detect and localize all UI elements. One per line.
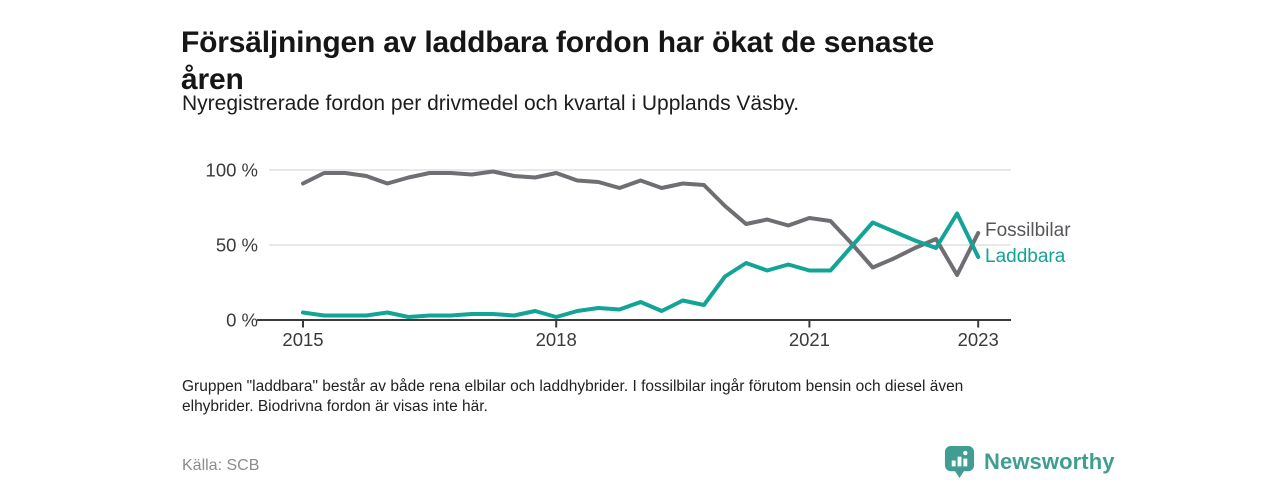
x-axis-tick-label: 2021 xyxy=(789,329,830,350)
y-axis-tick-label: 50 % xyxy=(216,235,258,256)
footnote-line1: Gruppen "laddbara" består av både rena e… xyxy=(182,378,964,395)
y-axis-tick-label: 0 % xyxy=(226,310,258,331)
source-label: Källa: SCB xyxy=(182,457,260,474)
page-title: Försäljningen av laddbara fordon har öka… xyxy=(181,24,1101,98)
x-axis-tick-label: 2023 xyxy=(958,329,999,350)
newsworthy-logo: Newsworthy xyxy=(943,445,1115,479)
x-axis-tick-label: 2018 xyxy=(536,329,577,350)
footnote-line2: elhybrider. Biodrivna fordon är visas in… xyxy=(182,397,488,415)
series-label-fossilbilar: Fossilbilar xyxy=(985,220,1071,241)
page-title-line1: Försäljningen av laddbara fordon har öka… xyxy=(181,26,935,60)
series-line-laddbara xyxy=(301,211,981,319)
footnote: Gruppen "laddbara" består av både rena e… xyxy=(182,377,1082,416)
x-axis-tick-label: 2015 xyxy=(282,329,323,350)
series-label-laddbara: Laddbara xyxy=(985,246,1066,267)
brand-name: Newsworthy xyxy=(984,449,1115,474)
page-title-line2: åren xyxy=(181,63,244,97)
chart-subtitle: Nyregistrerade fordon per drivmedel och … xyxy=(182,92,800,115)
bar-chart-pin-icon xyxy=(944,445,975,479)
y-axis-tick-label: 100 % xyxy=(206,160,258,181)
series-line-fossilbilar xyxy=(301,169,981,277)
